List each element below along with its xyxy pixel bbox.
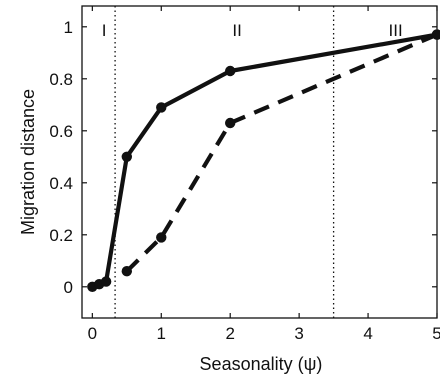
data-point-dashed	[156, 232, 167, 243]
data-point-solid	[100, 276, 112, 287]
data-point-dashed	[431, 29, 440, 40]
data-point-dashed	[225, 117, 236, 129]
x-tick-label: 4	[363, 324, 372, 343]
data-point-dashed	[121, 266, 133, 277]
x-tick-label: 2	[225, 324, 234, 343]
y-axis-label: Migration distance	[18, 89, 38, 235]
region-label-II: II	[232, 21, 241, 40]
y-tick-label: 0.2	[49, 226, 73, 245]
x-tick-label: 1	[157, 324, 166, 343]
series-group	[87, 29, 440, 292]
x-axis: 0 1 2 3 4 5	[88, 6, 440, 343]
series-line-dashed	[125, 32, 438, 273]
y-axis: 0 0.2 0.4 0.6 0.8 1	[49, 18, 437, 297]
plot-frame	[81, 5, 438, 319]
y-tick-label: 0.4	[49, 174, 73, 193]
y-tick-label: 1	[64, 18, 73, 37]
data-point-solid	[156, 102, 167, 113]
region-label-III: III	[389, 21, 403, 40]
y-tick-label: 0.6	[49, 122, 73, 141]
x-tick-label: 0	[88, 324, 97, 343]
x-axis-label: Seasonality (ψ)	[200, 354, 323, 374]
x-tick-label: 5	[432, 324, 440, 343]
region-labels: I II III	[102, 21, 403, 40]
y-tick-label: 0	[64, 278, 73, 297]
region-label-I: I	[102, 21, 107, 40]
data-point-solid	[121, 151, 133, 162]
region-boundaries	[114, 6, 335, 318]
data-point-solid	[225, 65, 236, 77]
plot-area	[81, 5, 438, 319]
y-tick-label: 0.8	[49, 70, 73, 89]
series-line-solid	[91, 32, 438, 289]
x-tick-label: 3	[294, 324, 303, 343]
